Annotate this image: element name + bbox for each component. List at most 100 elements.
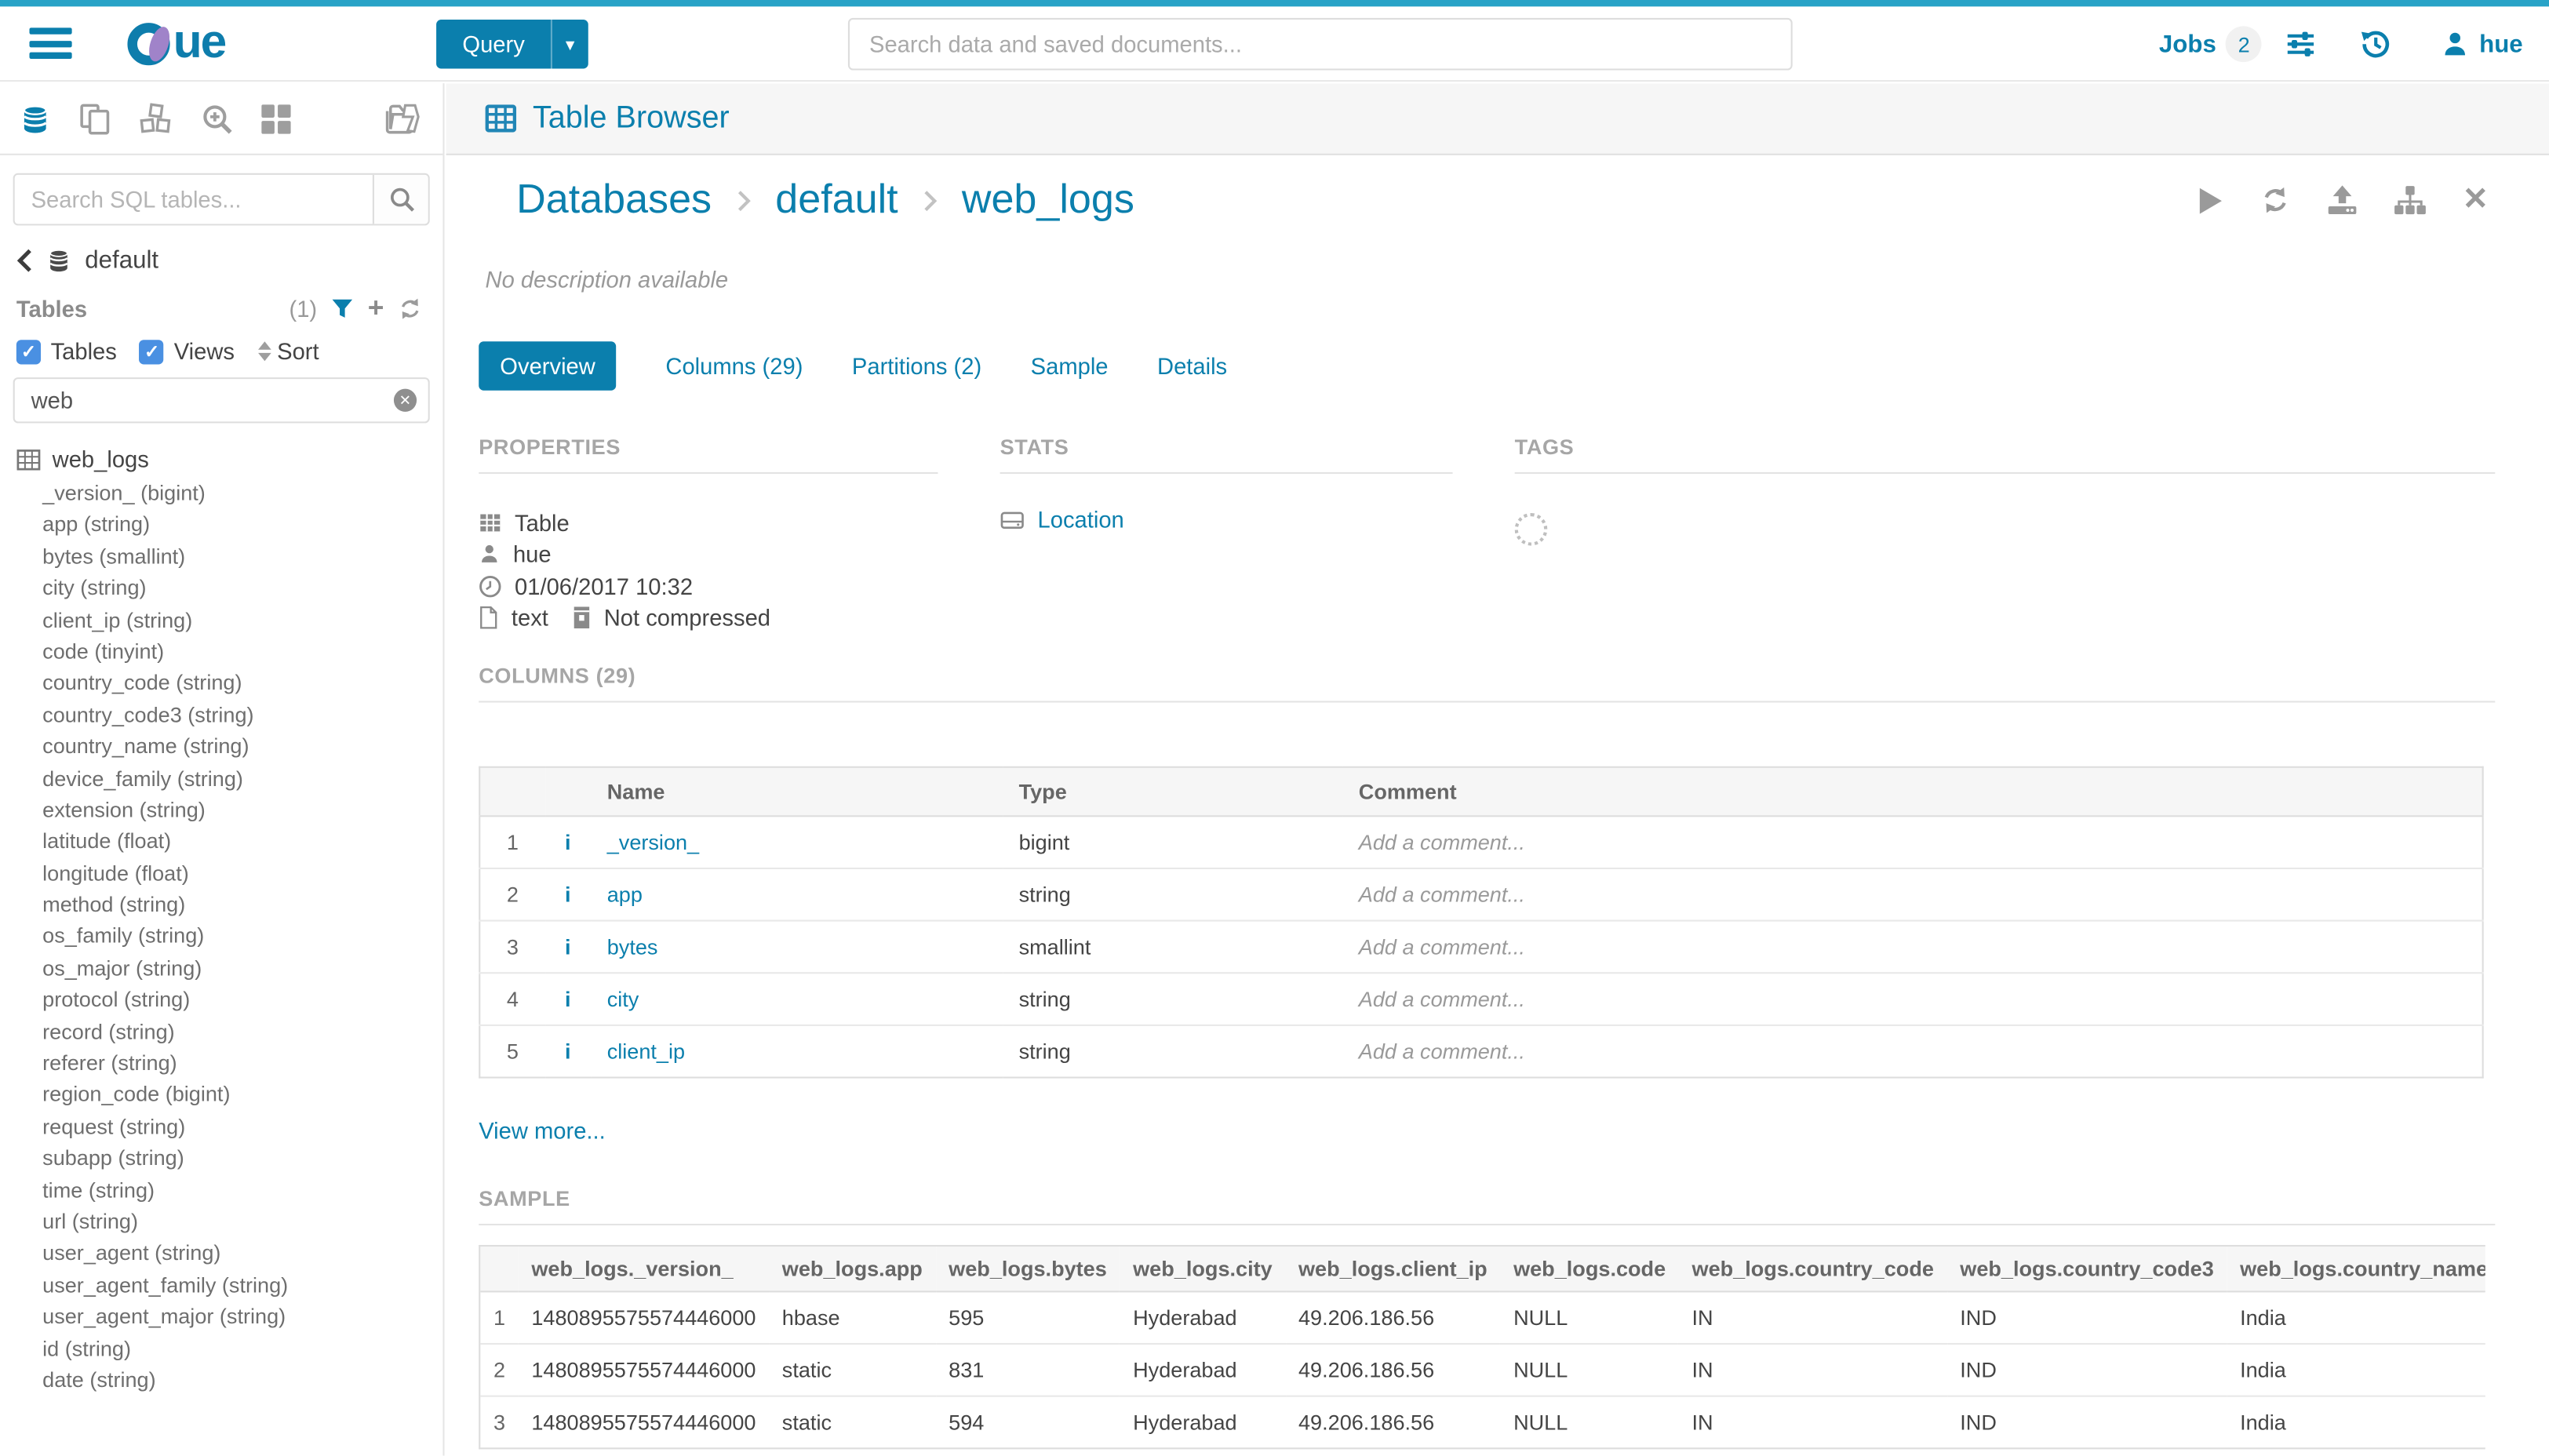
sql-tables-search-input[interactable]	[14, 174, 373, 224]
sidebar-column-item[interactable]: latitude (float)	[42, 828, 172, 854]
stats-location-link[interactable]: Location	[1000, 507, 1515, 533]
sidebar-column-item[interactable]: referer (string)	[42, 1050, 177, 1076]
column-info-icon[interactable]: i	[544, 1024, 591, 1078]
functions-cubes-assist-icon[interactable]	[139, 102, 173, 135]
tab-details[interactable]: Details	[1157, 352, 1228, 380]
sort-label[interactable]: Sort	[277, 338, 319, 365]
sidebar-column-item[interactable]: country_code (string)	[42, 670, 242, 695]
database-name[interactable]: default	[85, 246, 159, 275]
views-checkbox[interactable]: ✓	[140, 339, 165, 364]
tab-columns-29[interactable]: Columns (29)	[665, 352, 803, 380]
sidebar-column-item[interactable]: id (string)	[42, 1335, 132, 1360]
sidebar-column-item[interactable]: extension (string)	[42, 797, 206, 822]
sample-table-container[interactable]: web_logs._version_ web_logs.app web_logs.b…	[479, 1245, 2485, 1450]
sidebar-column-item[interactable]: subapp (string)	[42, 1145, 184, 1170]
table-description[interactable]: No description available	[485, 266, 729, 293]
hamburger-menu-icon[interactable]	[29, 27, 72, 59]
sidebar-column-item[interactable]: os_family (string)	[42, 923, 205, 948]
column-name-link[interactable]: client_ip	[590, 1024, 1003, 1078]
sidebar-column-item[interactable]: url (string)	[42, 1209, 139, 1234]
column-name-link[interactable]: app	[590, 867, 1003, 921]
tables-checkbox-label[interactable]: Tables	[50, 338, 117, 365]
sidebar-column-item[interactable]: method (string)	[42, 892, 186, 917]
property-type-value: Table	[515, 509, 570, 536]
filter-funnel-icon[interactable]	[330, 297, 355, 319]
open-folder-document-icon[interactable]	[384, 101, 423, 136]
column-name-link[interactable]: _version_	[590, 815, 1003, 868]
sidebar-column-item[interactable]: country_code3 (string)	[42, 702, 254, 727]
views-checkbox-label[interactable]: Views	[173, 338, 235, 365]
column-info-icon[interactable]: i	[544, 815, 591, 868]
sample-header-row-number	[480, 1247, 519, 1293]
sidebar-column-item[interactable]: country_name (string)	[42, 733, 249, 759]
user-menu[interactable]: hue	[2442, 29, 2523, 58]
global-search-input[interactable]	[847, 17, 1793, 71]
sql-tables-search	[13, 173, 430, 226]
column-name-link[interactable]: city	[590, 972, 1003, 1025]
tab-sample[interactable]: Sample	[1030, 352, 1109, 380]
sidebar-column-item[interactable]: code (tinyint)	[42, 639, 165, 664]
query-button[interactable]: Query ▾	[436, 19, 588, 69]
sql-database-assist-icon[interactable]	[20, 102, 51, 135]
sidebar-column-item[interactable]: request (string)	[42, 1114, 186, 1139]
clear-filter-icon[interactable]: ✕	[393, 388, 417, 412]
breadcrumb-web-logs[interactable]: web_logs	[961, 176, 1134, 223]
sidebar-column-item[interactable]: city (string)	[42, 575, 147, 600]
column-info-icon[interactable]: i	[544, 867, 591, 921]
jobs-link[interactable]: Jobs	[2158, 30, 2216, 58]
sql-tables-search-button[interactable]	[372, 174, 428, 224]
settings-sliders-icon[interactable]	[2285, 27, 2318, 60]
hue-logo[interactable]: ue	[127, 19, 227, 67]
apps-grid-assist-icon[interactable]	[261, 104, 291, 133]
refresh-icon[interactable]	[2260, 184, 2292, 216]
sidebar-column-item[interactable]: app (string)	[42, 511, 151, 537]
sidebar-column-item[interactable]: os_major (string)	[42, 956, 202, 981]
sidebar-column-item[interactable]: protocol (string)	[42, 987, 191, 1012]
query-dropdown-caret-icon[interactable]: ▾	[551, 19, 588, 69]
sidebar-column-item[interactable]: bytes (smallint)	[42, 544, 186, 569]
query-play-icon[interactable]	[2198, 185, 2223, 214]
back-chevron-icon[interactable]	[16, 249, 33, 273]
column-comment-placeholder[interactable]: Add a comment...	[1342, 867, 2483, 921]
property-created: 01/06/2017 10:32	[479, 570, 1000, 602]
history-icon[interactable]	[2360, 27, 2393, 60]
sidebar-column-item[interactable]: region_code (bigint)	[42, 1082, 231, 1107]
tab-partitions-2[interactable]: Partitions (2)	[851, 352, 982, 380]
close-icon[interactable]: ✕	[2462, 183, 2489, 217]
sitemap-icon[interactable]	[2394, 184, 2427, 216]
documents-assist-icon[interactable]	[78, 102, 111, 135]
sidebar-column-item[interactable]: record (string)	[42, 1018, 175, 1044]
sample-column-header: web_logs.country_code	[1678, 1247, 1947, 1293]
column-info-icon[interactable]: i	[544, 919, 591, 974]
column-info-icon[interactable]: i	[544, 972, 591, 1025]
view-more-link[interactable]: View more...	[479, 1117, 606, 1144]
tables-checkbox[interactable]: ✓	[16, 339, 42, 364]
upload-icon[interactable]	[2327, 184, 2358, 216]
sidebar-column-item[interactable]: user_agent (string)	[42, 1240, 221, 1265]
sidebar-column-item[interactable]: user_agent_family (string)	[42, 1272, 289, 1298]
breadcrumb-default[interactable]: default	[775, 176, 898, 223]
jobs-count-badge[interactable]: 2	[2226, 26, 2263, 63]
refresh-tables-icon[interactable]	[397, 295, 423, 321]
column-comment-placeholder[interactable]: Add a comment...	[1342, 815, 2483, 868]
table-name-filter-input[interactable]	[13, 377, 430, 424]
column-name-link[interactable]: bytes	[590, 919, 1003, 974]
tab-overview[interactable]: Overview	[479, 341, 617, 391]
sidebar-column-item[interactable]: date (string)	[42, 1367, 156, 1392]
search-zoom-assist-icon[interactable]	[201, 102, 234, 135]
sidebar-column-item[interactable]: user_agent_major (string)	[42, 1304, 286, 1329]
sidebar-column-item[interactable]: time (string)	[42, 1177, 155, 1203]
username-label: hue	[2479, 30, 2523, 58]
sidebar-column-item[interactable]: _version_ (bigint)	[42, 480, 206, 505]
sort-icon[interactable]	[257, 341, 271, 362]
sidebar-column-item[interactable]: longitude (float)	[42, 860, 189, 886]
column-comment-placeholder[interactable]: Add a comment...	[1342, 1024, 2483, 1078]
add-table-icon[interactable]: +	[367, 292, 384, 324]
sidebar-column-item[interactable]: device_family (string)	[42, 765, 243, 791]
column-comment-placeholder[interactable]: Add a comment...	[1342, 972, 2483, 1025]
sidebar-table-web-logs[interactable]: web_logs	[16, 446, 443, 472]
breadcrumb-databases[interactable]: Databases	[516, 176, 712, 223]
sidebar-column-item[interactable]: client_ip (string)	[42, 606, 193, 632]
column-comment-placeholder[interactable]: Add a comment...	[1342, 919, 2483, 974]
